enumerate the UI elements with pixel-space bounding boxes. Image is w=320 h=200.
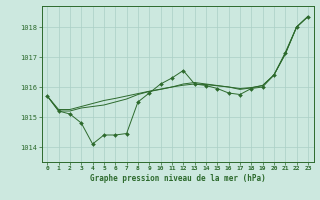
X-axis label: Graphe pression niveau de la mer (hPa): Graphe pression niveau de la mer (hPa) (90, 174, 266, 183)
